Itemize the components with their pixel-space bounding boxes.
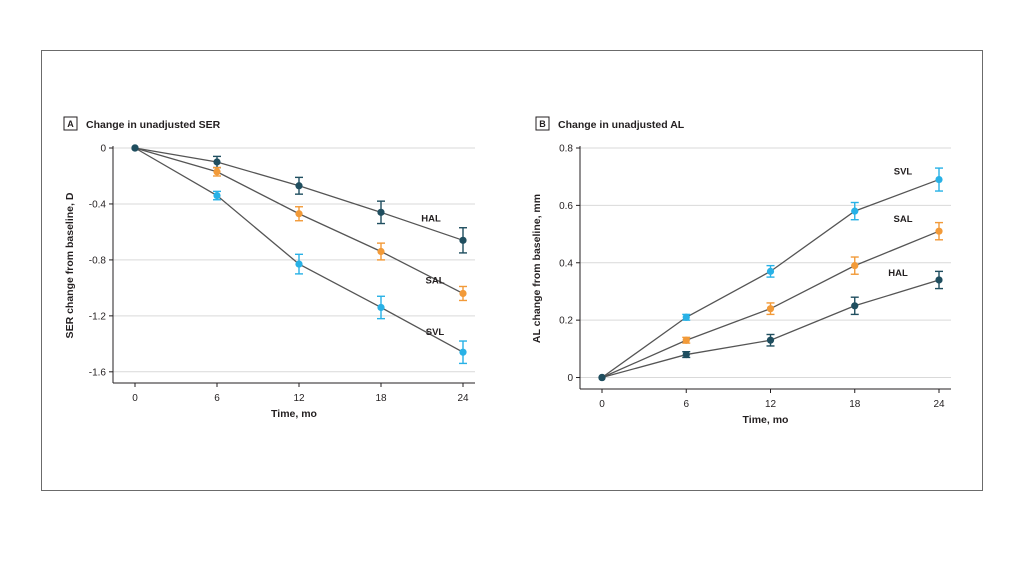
data-point-svl xyxy=(935,175,943,184)
data-point-hal xyxy=(377,208,385,216)
x-tick-label: 6 xyxy=(214,393,220,404)
data-point-hal xyxy=(295,182,303,190)
data-point-sal xyxy=(766,305,775,313)
x-tick-label: 24 xyxy=(457,393,469,404)
chart-title: Change in unadjusted SER xyxy=(86,119,221,131)
chart-panel-b: B Change in unadjusted AL 0 0.2 0.4 0.6 0.8 0 6 1… xyxy=(531,116,951,426)
data-point-sal xyxy=(851,262,859,270)
data-point-svl xyxy=(598,373,606,382)
y-tick-label: 0 xyxy=(567,373,573,384)
panel-letter: A xyxy=(67,119,74,129)
data-point-svl xyxy=(131,144,139,152)
y-tick-label: -1.6 xyxy=(89,367,107,378)
x-tick-label: 0 xyxy=(132,393,138,404)
data-point-sal xyxy=(377,247,385,256)
data-point-svl xyxy=(682,313,690,321)
data-point-svl xyxy=(459,348,467,356)
data-point-sal xyxy=(935,227,943,235)
x-tick-label: 18 xyxy=(375,393,387,404)
y-tick-label: 0.4 xyxy=(559,258,573,269)
series-line-hal xyxy=(601,279,940,379)
x-tick-label: 18 xyxy=(849,399,861,410)
chart-title: Change in unadjusted AL xyxy=(558,119,685,131)
series-label-hal: HAL xyxy=(421,213,441,224)
data-point-hal xyxy=(851,302,859,310)
panel-letter: B xyxy=(539,119,546,129)
data-point-sal xyxy=(682,336,690,344)
chart-panel-a: A Change in unadjusted SER 0 -0.4 -0.8 -1.2 -1… xyxy=(63,116,475,420)
data-point-sal xyxy=(213,168,221,176)
data-point-svl xyxy=(766,267,775,275)
x-tick-label: 12 xyxy=(765,399,777,410)
x-tick-label: 24 xyxy=(933,399,945,410)
panel-letter-box xyxy=(535,116,550,131)
panel-letter-box xyxy=(63,116,78,131)
y-axis-label: SER change from baseline, D xyxy=(64,192,76,338)
x-tick-label: 6 xyxy=(683,399,689,410)
series-label-sal: SAL xyxy=(894,214,913,225)
y-axis-label: AL change from baseline, mm xyxy=(531,194,543,343)
y-tick-label: 0.2 xyxy=(559,316,573,327)
y-tick-label: -0.8 xyxy=(89,255,107,266)
x-axis-label: Time, mo xyxy=(743,414,789,426)
data-point-sal xyxy=(459,289,467,298)
data-point-hal xyxy=(766,336,775,344)
figure-frame: A Change in unadjusted SER 0 -0.4 -0.8 -1.2 -1… xyxy=(41,50,983,491)
data-point-hal xyxy=(459,236,467,244)
data-point-svl xyxy=(851,207,859,215)
series-label-svl: SVL xyxy=(894,167,913,178)
y-tick-label: 0.6 xyxy=(559,201,573,212)
series-label-sal: SAL xyxy=(426,275,445,286)
data-point-hal xyxy=(935,276,943,284)
y-tick-label: 0 xyxy=(100,144,106,155)
data-point-svl xyxy=(295,260,303,268)
y-tick-label: -1.2 xyxy=(89,311,107,322)
series-label-hal: HAL xyxy=(888,268,908,279)
x-axis-label: Time, mo xyxy=(271,408,317,420)
data-point-svl xyxy=(213,191,221,200)
series-label-svl: SVL xyxy=(426,327,445,338)
x-tick-label: 12 xyxy=(293,393,305,404)
data-point-svl xyxy=(377,303,385,312)
x-tick-label: 0 xyxy=(599,399,605,410)
data-point-hal xyxy=(213,158,221,166)
data-point-sal xyxy=(295,210,303,218)
data-point-hal xyxy=(682,350,690,359)
y-tick-label: -0.4 xyxy=(89,199,107,210)
y-tick-label: 0.8 xyxy=(559,144,573,155)
